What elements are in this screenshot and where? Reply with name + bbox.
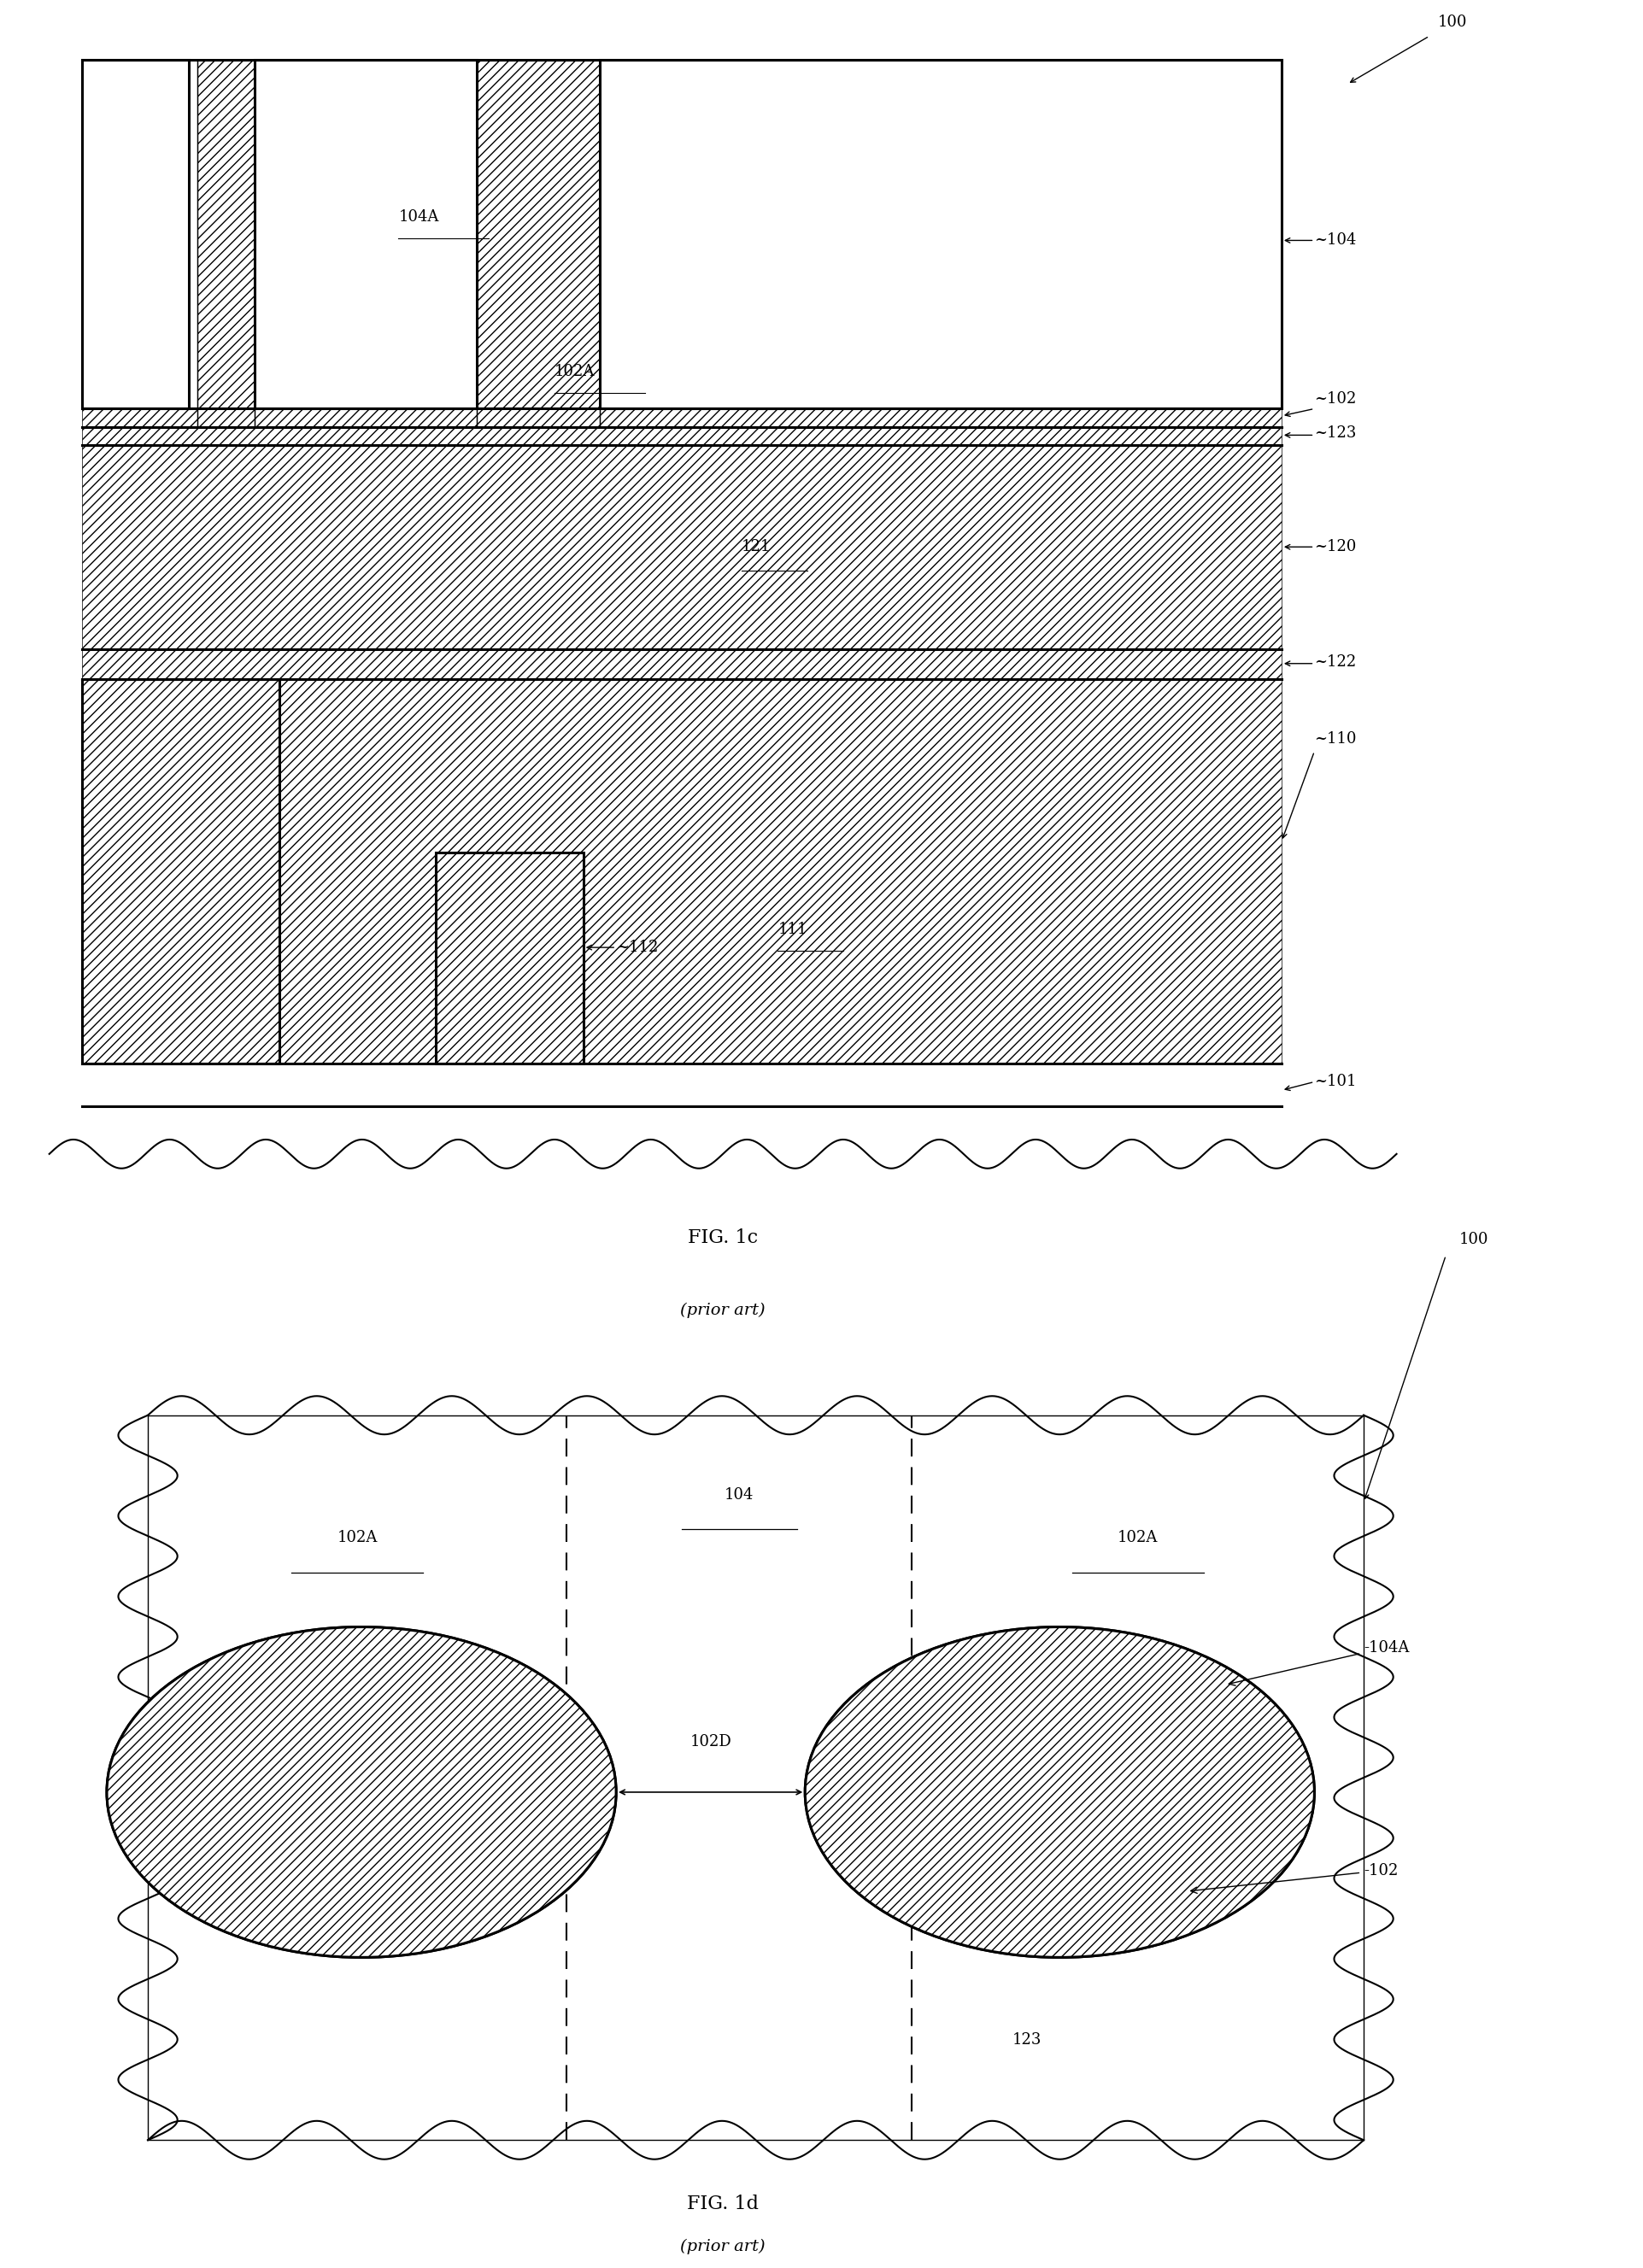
Text: 104A: 104A bbox=[399, 209, 439, 225]
Text: (prior art): (prior art) bbox=[680, 1302, 766, 1318]
Bar bbox=[197, 61, 255, 426]
Circle shape bbox=[107, 1626, 616, 1957]
Bar bbox=[82, 61, 189, 408]
Text: (prior art): (prior art) bbox=[680, 2239, 766, 2254]
Text: 102D: 102D bbox=[690, 1735, 731, 1749]
Circle shape bbox=[107, 1626, 616, 1957]
Bar bbox=[82, 408, 1282, 426]
Text: FIG. 1d: FIG. 1d bbox=[687, 2195, 759, 2214]
Bar bbox=[435, 853, 583, 1064]
Bar bbox=[82, 649, 1282, 678]
Text: 104: 104 bbox=[725, 1488, 754, 1501]
Bar bbox=[197, 61, 255, 426]
Bar bbox=[600, 61, 1282, 408]
Text: ~122: ~122 bbox=[1314, 655, 1357, 669]
Text: ~110: ~110 bbox=[1314, 733, 1357, 746]
Text: ~120: ~120 bbox=[1314, 540, 1357, 556]
Text: 102A: 102A bbox=[555, 365, 595, 379]
Text: 102A: 102A bbox=[1117, 1531, 1158, 1547]
Text: ~102: ~102 bbox=[1314, 392, 1357, 406]
Bar bbox=[82, 445, 1282, 649]
Text: 100: 100 bbox=[1459, 1232, 1489, 1247]
Text: -102: -102 bbox=[1191, 1862, 1398, 1894]
Bar bbox=[82, 678, 279, 1064]
Text: 123: 123 bbox=[1012, 2032, 1042, 2048]
Text: ~104: ~104 bbox=[1314, 234, 1357, 247]
Text: -104A: -104A bbox=[1229, 1640, 1410, 1685]
Text: ~112: ~112 bbox=[616, 939, 659, 955]
Bar bbox=[148, 1415, 1364, 2141]
Text: FIG. 1c: FIG. 1c bbox=[688, 1229, 757, 1247]
Text: 121: 121 bbox=[743, 540, 771, 556]
Bar bbox=[82, 678, 1282, 1064]
Bar bbox=[435, 853, 583, 1064]
Bar bbox=[82, 678, 279, 1064]
Bar bbox=[476, 61, 600, 426]
Bar bbox=[82, 426, 1282, 445]
Text: ~101: ~101 bbox=[1314, 1075, 1357, 1089]
Text: ~123: ~123 bbox=[1314, 424, 1357, 440]
Bar bbox=[255, 61, 476, 408]
Text: 100: 100 bbox=[1438, 14, 1467, 29]
Text: 111: 111 bbox=[777, 921, 807, 937]
Circle shape bbox=[805, 1626, 1314, 1957]
Circle shape bbox=[805, 1626, 1314, 1957]
Text: 102A: 102A bbox=[337, 1531, 378, 1547]
Bar bbox=[476, 61, 600, 426]
